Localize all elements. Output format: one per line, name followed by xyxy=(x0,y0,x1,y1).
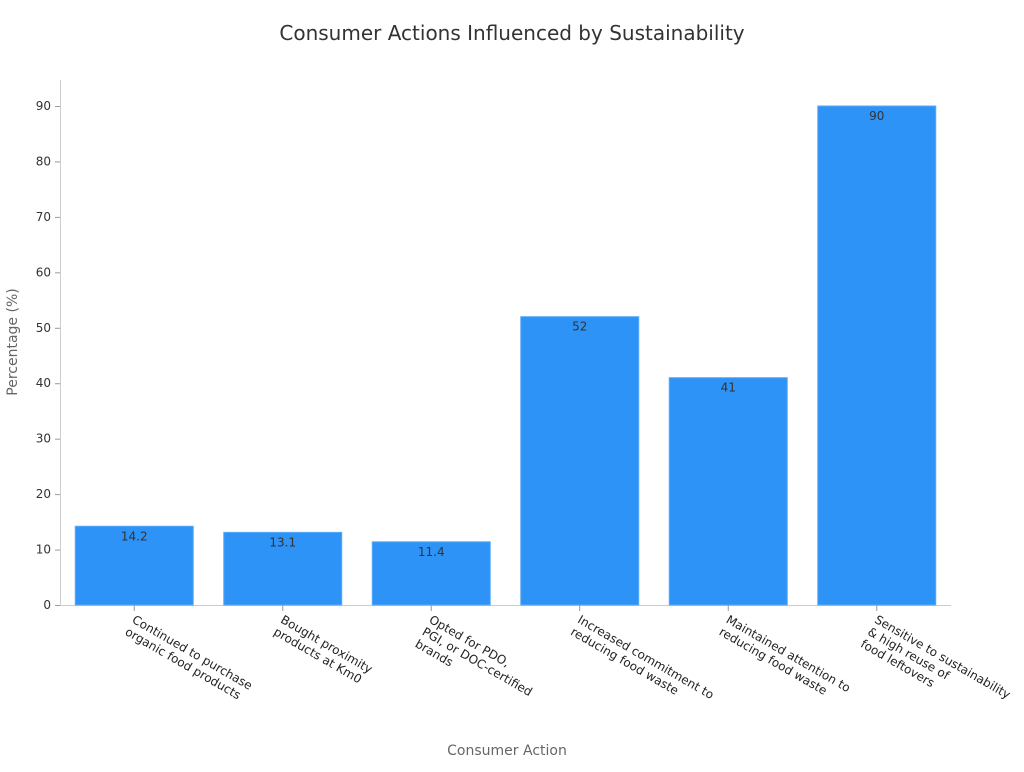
x-tick-label: Bought proximityproducts at Km0 xyxy=(271,612,375,688)
y-tick-label: 20 xyxy=(36,487,51,501)
y-tick-label: 10 xyxy=(36,543,51,557)
bar-value-label: 90 xyxy=(869,109,884,123)
bar-value-label: 52 xyxy=(572,320,587,334)
bar xyxy=(520,316,640,606)
bar-value-label: 13.1 xyxy=(269,535,296,549)
y-tick-label: 50 xyxy=(36,321,51,335)
y-tick-label: 80 xyxy=(36,154,51,168)
x-tick-label-line: Continued to purchase xyxy=(130,612,255,692)
chart-title: Consumer Actions Influenced by Sustainab… xyxy=(279,21,744,45)
x-axis-label: Consumer Action xyxy=(447,743,567,759)
x-tick-label-line: Increased commitment to xyxy=(575,612,716,702)
y-tick-label: 90 xyxy=(36,99,51,113)
x-tick-label-line: Maintained attention to xyxy=(724,612,853,695)
y-tick-label: 30 xyxy=(36,432,51,446)
bar xyxy=(817,105,937,606)
bar xyxy=(668,377,788,606)
x-tick-label: Increased commitment toreducing food was… xyxy=(568,612,716,714)
bar-value-label: 11.4 xyxy=(418,545,445,559)
y-tick-label: 0 xyxy=(43,598,51,612)
x-tick-label: Maintained attention toreducing food was… xyxy=(717,612,853,707)
y-tick-label: 70 xyxy=(36,210,51,224)
x-tick-label: Opted for PDO,PGI, or DOC-certifiedbrand… xyxy=(413,612,542,711)
x-tick-label: Continued to purchaseorganic food produc… xyxy=(123,612,255,704)
x-tick-label: Sensitive to sustainability& high reuse … xyxy=(858,612,1013,726)
y-tick-label: 60 xyxy=(36,265,51,279)
y-axis-label: Percentage (%) xyxy=(5,288,21,395)
bar xyxy=(223,531,343,606)
bar xyxy=(74,525,194,606)
y-tick-label: 40 xyxy=(36,376,51,390)
bar-value-label: 14.2 xyxy=(121,529,148,543)
bar-value-label: 41 xyxy=(721,381,736,395)
bar xyxy=(371,541,491,606)
